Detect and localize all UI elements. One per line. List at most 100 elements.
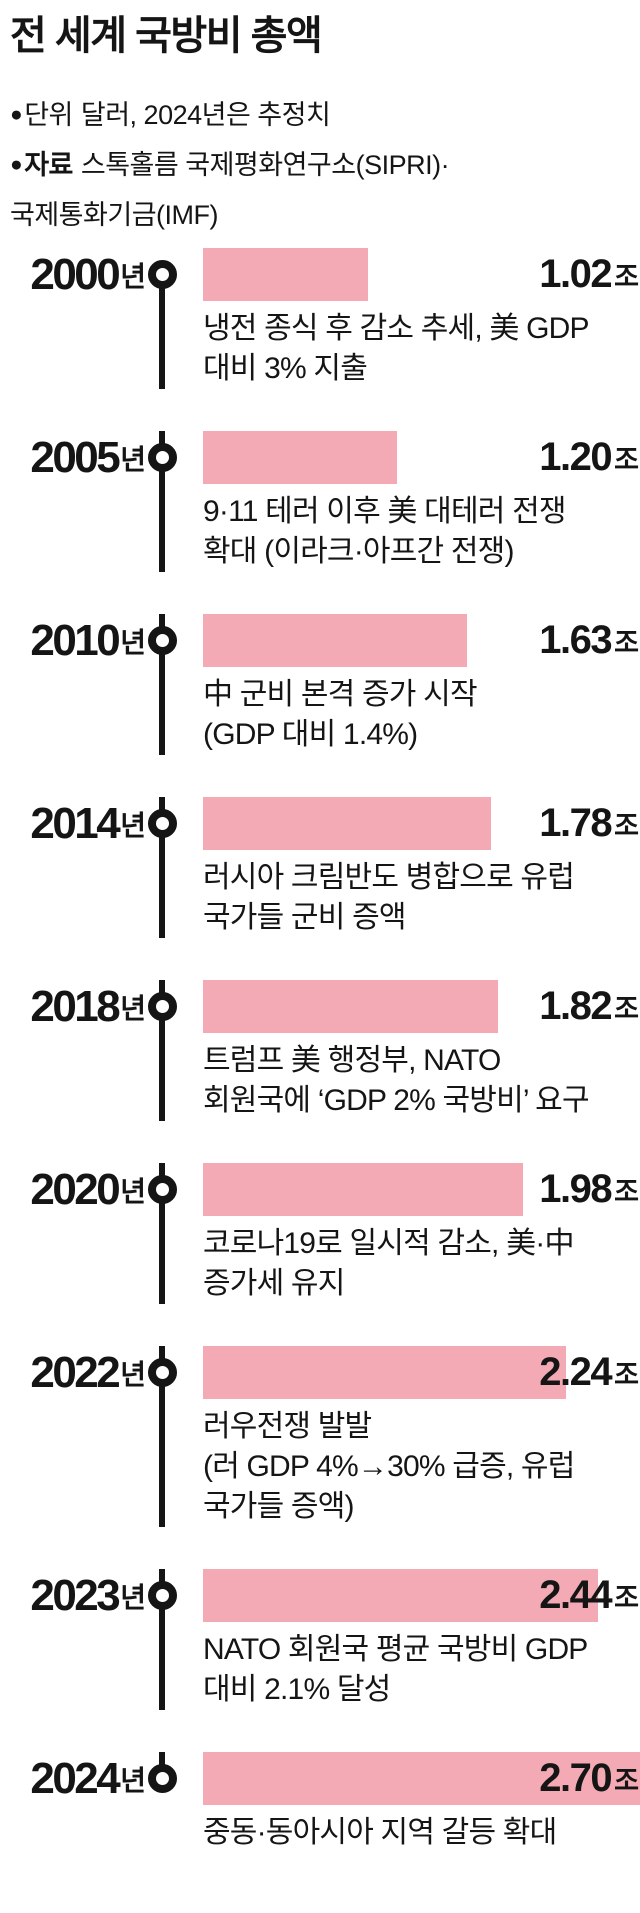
timeline-row: 2018 년 1.82 조 트럼프 美 행정부, NATO 회원국에 ‘GDP … [0,980,640,1163]
value-number: 1.02 [539,252,612,296]
year-suffix: 년 [120,260,146,292]
value-bar [203,431,398,484]
value-bar [203,1569,598,1622]
year-number: 2005 [30,432,120,482]
timeline-dot-icon [148,1175,177,1204]
year-number: 2000 [30,249,120,299]
year-label: 2005 년 [0,431,146,484]
event-description: 中 군비 본격 증가 시작 (GDP 대비 1.4%) [203,678,478,751]
source-note-text: 스톡홀름 국제평화연구소(SIPRI)· [80,150,450,180]
value-bar [203,980,498,1033]
unit-note-label: 단위 [24,100,73,130]
event-description: 러시아 크림반도 병합으로 유럽 국가들 군비 증액 [203,861,575,934]
year-suffix: 년 [120,992,146,1024]
timeline-dot-icon [148,992,177,1021]
bar-track: 1.98 조 [203,1163,640,1216]
timeline-dot-icon [148,1764,177,1793]
timeline-line [159,1346,165,1527]
value-label: 1.20 조 [539,431,639,484]
event-description: 냉전 종식 후 감소 추세, 美 GDP 대비 3% 지출 [203,312,590,385]
year-number: 2010 [30,615,120,665]
timeline-marker [145,614,203,755]
year-number: 2020 [30,1164,120,1214]
year-number: 2018 [30,981,120,1031]
timeline-dot-icon [148,443,177,472]
value-bar [203,1163,524,1216]
year-label: 2020 년 [0,1163,146,1216]
row-content: 1.98 조 코로나19로 일시적 감소, 美·中 증가세 유지 [203,1163,640,1304]
row-content: 2.24 조 러우전쟁 발발 (러 GDP 4%→30% 급증, 유럽 국가들 … [203,1346,640,1527]
timeline-line [159,980,165,1121]
timeline-row: 2010 년 1.63 조 中 군비 본격 증가 시작 (GDP 대비 1.4%… [0,614,640,797]
source-note: ●자료 스톡홀름 국제평화연구소(SIPRI)· [10,140,630,190]
year-suffix: 년 [120,443,146,475]
row-content: 1.82 조 트럼프 美 행정부, NATO 회원국에 ‘GDP 2% 국방비’… [203,980,640,1121]
event-description: 중동·동아시아 지역 갈등 확대 [203,1816,557,1849]
year-label: 2022 년 [0,1346,146,1399]
row-content: 1.63 조 中 군비 본격 증가 시작 (GDP 대비 1.4%) [203,614,640,755]
row-content: 1.20 조 9·11 테러 이후 美 대테러 전쟁 확대 (이라크·아프간 전… [203,431,640,572]
unit-note: ●단위 달러, 2024년은 추정치 [10,90,630,140]
timeline: 2000 년 1.02 조 냉전 종식 후 감소 추세, 美 GDP 대비 3%… [0,248,640,1895]
timeline-line [159,797,165,938]
value-label: 2.70 조 [539,1752,639,1805]
timeline-line [159,431,165,572]
timeline-dot-icon [148,1358,177,1387]
bullet-icon: ● [10,153,23,176]
value-label: 1.98 조 [539,1163,639,1216]
year-number: 2014 [30,798,120,848]
value-unit: 조 [614,445,639,475]
year-suffix: 년 [120,1358,146,1390]
value-unit: 조 [614,1177,639,1207]
year-number: 2024 [30,1753,120,1803]
value-label: 1.78 조 [539,797,639,850]
year-number: 2022 [30,1347,120,1397]
timeline-marker [145,431,203,572]
timeline-line [159,1163,165,1304]
timeline-line [159,1569,165,1710]
value-unit: 조 [614,994,639,1024]
timeline-marker [145,1346,203,1527]
value-number: 1.20 [539,435,612,479]
row-content: 2.44 조 NATO 회원국 평균 국방비 GDP 대비 2.1% 달성 [203,1569,640,1710]
value-number: 2.70 [539,1756,612,1800]
bar-track: 2.44 조 [203,1569,640,1622]
year-label: 2010 년 [0,614,146,667]
timeline-row: 2023 년 2.44 조 NATO 회원국 평균 국방비 GDP 대비 2.1… [0,1569,640,1752]
timeline-marker [145,1752,203,1853]
row-content: 1.02 조 냉전 종식 후 감소 추세, 美 GDP 대비 3% 지출 [203,248,640,389]
year-label: 2014 년 [0,797,146,850]
source-note-label: 자료 [24,150,73,180]
chart-title: 전 세계 국방비 총액 [10,14,323,58]
value-unit: 조 [614,1360,639,1390]
bar-track: 1.82 조 [203,980,640,1033]
value-unit: 조 [614,1766,639,1796]
unit-note-text: 달러, 2024년은 추정치 [80,100,331,130]
year-number: 2023 [30,1570,120,1620]
value-bar [203,1346,566,1399]
value-number: 1.98 [539,1167,612,1211]
timeline-marker [145,1569,203,1710]
timeline-row: 2005 년 1.20 조 9·11 테러 이후 美 대테러 전쟁 확대 (이라… [0,431,640,614]
event-description: 코로나19로 일시적 감소, 美·中 증가세 유지 [203,1227,575,1300]
value-bar [203,1752,640,1805]
source-note-cont-text: 국제통화기금(IMF) [10,200,219,230]
event-description: 러우전쟁 발발 (러 GDP 4%→30% 급증, 유럽 국가들 증액) [203,1410,575,1523]
value-unit: 조 [614,262,639,292]
year-suffix: 년 [120,1581,146,1613]
event-description: NATO 회원국 평균 국방비 GDP 대비 2.1% 달성 [203,1633,588,1706]
value-unit: 조 [614,628,639,658]
timeline-dot-icon [148,260,177,289]
year-label: 2024 년 [0,1752,146,1805]
value-bar [203,797,492,850]
value-label: 1.63 조 [539,614,639,667]
value-label: 2.44 조 [539,1569,639,1622]
value-bar [203,248,369,301]
bullet-icon: ● [10,103,23,126]
timeline-line [159,614,165,755]
value-label: 2.24 조 [539,1346,639,1399]
value-bar [203,614,467,667]
bar-track: 1.63 조 [203,614,640,667]
timeline-marker [145,248,203,389]
